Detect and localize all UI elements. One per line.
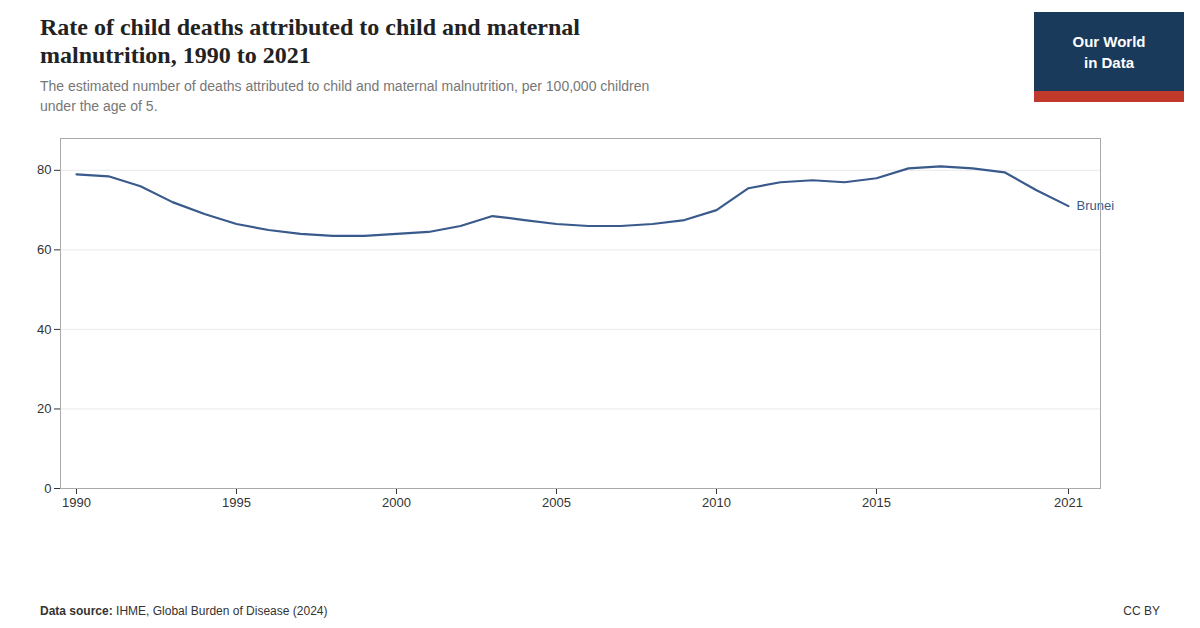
svg-text:0: 0	[44, 481, 51, 496]
svg-text:2010: 2010	[702, 495, 731, 510]
html-text:Our World: Our World	[1072, 32, 1146, 50]
html-text:Data source: IHME, Global Burd: Data source: IHME, Global Burden of Dise…	[40, 604, 328, 618]
svg-text:40: 40	[37, 322, 51, 337]
svg-text:Brunei: Brunei	[1077, 199, 1115, 214]
svg-text:1995: 1995	[222, 495, 251, 510]
svg-text:2015: 2015	[862, 495, 891, 510]
html-text:Rate of child deaths attribute: Rate of child deaths attributed to child…	[40, 14, 580, 68]
svg-text:2021: 2021	[1054, 495, 1083, 510]
svg-text:2000: 2000	[382, 495, 411, 510]
html-text:CC BY: CC BY	[1123, 604, 1160, 618]
svg-text:1990: 1990	[62, 495, 91, 510]
svg-text:80: 80	[37, 163, 51, 178]
svg-text:2005: 2005	[542, 495, 571, 510]
html-text:The estimated number of deaths: The estimated number of deaths attribute…	[40, 78, 650, 114]
svg-text:20: 20	[37, 401, 51, 416]
svg-text:60: 60	[37, 242, 51, 257]
html-text:in Data: in Data	[1084, 53, 1134, 71]
